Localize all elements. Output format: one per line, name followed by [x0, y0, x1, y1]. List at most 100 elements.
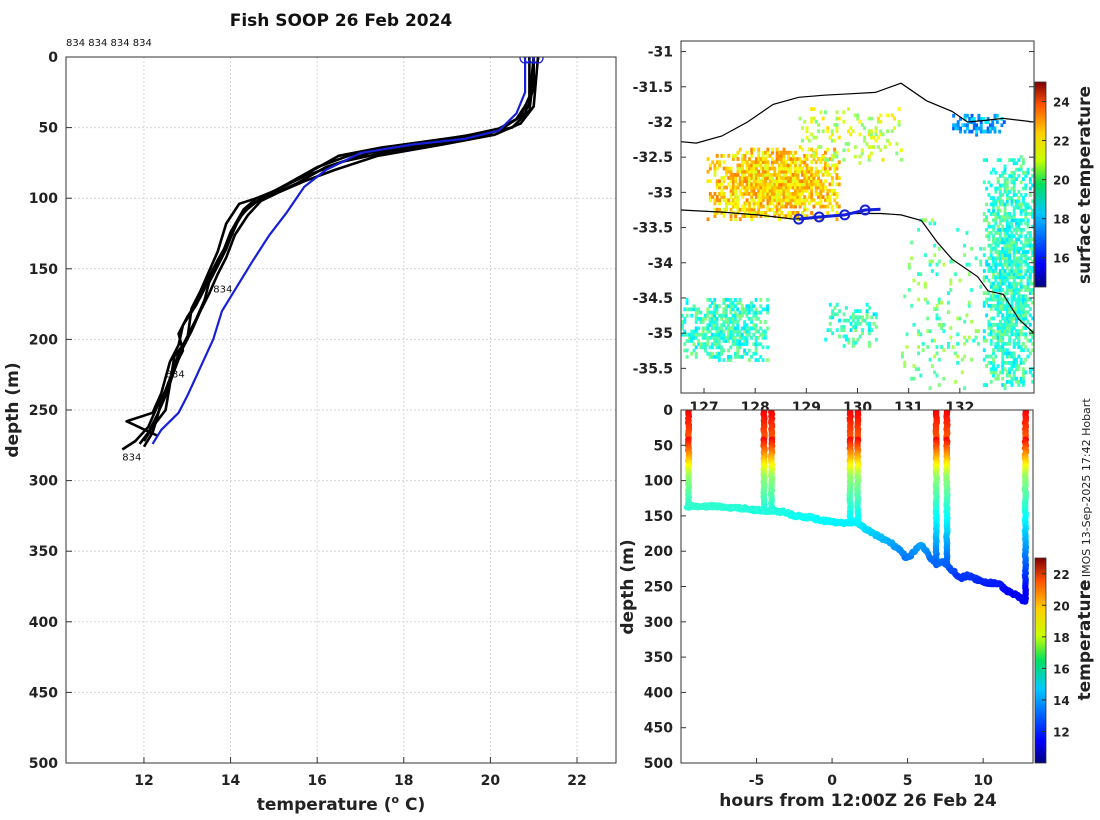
- map-sst-cell: [996, 300, 1000, 305]
- map-sst-cell: [757, 211, 761, 215]
- map-sst-cell: [1015, 310, 1018, 315]
- map-sst-cell: [782, 173, 786, 177]
- map-sst-cell: [752, 176, 756, 180]
- map-sst-cell: [800, 147, 804, 152]
- map-sst-cell: [766, 153, 770, 158]
- map-sst-cell: [738, 301, 742, 305]
- map-sst-cell: [736, 163, 740, 168]
- map-sst-cell: [1028, 351, 1032, 356]
- map-sst-cell: [713, 192, 717, 196]
- map-sst-cell: [821, 204, 825, 209]
- map-sst-cell: [768, 201, 772, 206]
- map-sst-cell: [810, 192, 814, 196]
- map-sst-cell: [1024, 262, 1028, 267]
- map-sst-cell: [738, 188, 742, 193]
- map-sst-cell: [745, 163, 749, 168]
- map-sst-cell: [1005, 329, 1009, 334]
- map-sst-cell: [708, 166, 712, 171]
- map-sst-cell: [780, 160, 784, 165]
- map-sst-cell: [996, 205, 1000, 210]
- map-sst-cell: [771, 147, 774, 152]
- map-sst-cell: [798, 198, 802, 203]
- map-sst-cell: [1031, 281, 1034, 286]
- map-sst-cell: [757, 204, 761, 209]
- map-sst-cell: [888, 142, 892, 146]
- map-sst-cell: [720, 211, 724, 215]
- map-sst-cell: [870, 132, 873, 137]
- map-sst-cell: [970, 357, 973, 362]
- map-sst-cell: [1021, 297, 1025, 302]
- map-sst-cell: [787, 169, 791, 174]
- map-sst-cell: [998, 272, 1002, 277]
- map-sst-cell: [842, 325, 846, 329]
- map-sst-cell: [1001, 272, 1005, 277]
- map-sst-cell: [729, 310, 733, 315]
- map-sst-cell: [992, 316, 995, 321]
- map-sst-cell: [798, 145, 802, 149]
- map-sst-cell: [727, 198, 731, 203]
- map-sst-cell: [798, 192, 802, 196]
- map-sst-cell: [992, 269, 995, 273]
- map-sst-cell: [708, 179, 712, 184]
- map-sst-cell: [1010, 234, 1014, 239]
- map-sst-cell: [761, 182, 765, 187]
- map-sst-cell: [1019, 310, 1023, 315]
- map-sst-cell: [743, 214, 747, 218]
- map-sst-cell: [810, 173, 814, 177]
- map-sst-cell: [764, 157, 768, 161]
- profile-xtick-label: 16: [307, 773, 326, 789]
- map-sst-cell: [992, 246, 995, 251]
- map-sst-cell: [996, 329, 1000, 334]
- ts-ytick-label: 450: [644, 721, 673, 737]
- map-sst-cell: [992, 367, 995, 372]
- map-sst-cell: [750, 173, 754, 177]
- map-sst-cell: [987, 291, 991, 296]
- map-sst-cell: [996, 322, 1000, 327]
- map-sst-cell: [1008, 215, 1012, 220]
- map-sst-cell: [963, 243, 967, 248]
- map-sst-cell: [1008, 307, 1012, 311]
- profile-series-mean: [151, 57, 527, 445]
- map-sst-cell: [965, 231, 969, 235]
- map-sst-cell: [1024, 313, 1028, 318]
- map-sst-cell: [996, 237, 1000, 242]
- map-sst-cell: [745, 307, 749, 312]
- profile-ytick-label: 250: [29, 403, 58, 419]
- map-sst-cell: [748, 207, 751, 212]
- ts-cast-point: [846, 519, 854, 526]
- map-sst-cell: [741, 163, 745, 168]
- map-sst-cell: [874, 315, 878, 320]
- map-sst-cell: [1017, 335, 1021, 340]
- map-sst-cell: [724, 304, 728, 309]
- map-sst-cell: [1015, 243, 1018, 248]
- map-sst-cell: [761, 176, 765, 180]
- map-sst-cell: [996, 224, 1000, 229]
- map-sst-cell: [759, 304, 763, 309]
- map-sst-cell: [826, 328, 830, 333]
- map-sst-cell: [963, 335, 967, 340]
- map-sst-cell: [727, 323, 730, 328]
- map-sst-cell: [782, 176, 786, 180]
- map-sst-cell: [1003, 316, 1007, 321]
- map-sst-cell: [833, 147, 837, 152]
- map-sst-cell: [736, 339, 740, 343]
- map-sst-cell: [752, 326, 756, 331]
- map-sst-cell: [734, 188, 738, 193]
- map-sst-cell: [1008, 341, 1012, 346]
- map-sst-cell: [970, 117, 974, 121]
- map-sst-cell: [1026, 262, 1030, 267]
- map-sst-cell: [782, 192, 786, 196]
- map-sst-cell: [837, 176, 841, 180]
- profile-xtick-label: 20: [481, 773, 501, 789]
- map-sst-cell: [759, 310, 763, 315]
- map-sst-cell: [752, 173, 756, 177]
- map-sst-cell: [1012, 174, 1016, 178]
- map-sst-cell: [803, 195, 807, 199]
- map-sst-cell: [754, 176, 758, 180]
- map-sst-cell: [1001, 253, 1005, 258]
- map-sst-cell: [970, 319, 973, 324]
- map-sst-cell: [996, 335, 1000, 340]
- map-sst-cell: [736, 320, 740, 324]
- map-sst-cell: [1001, 256, 1005, 261]
- map-sst-cell: [998, 322, 1002, 327]
